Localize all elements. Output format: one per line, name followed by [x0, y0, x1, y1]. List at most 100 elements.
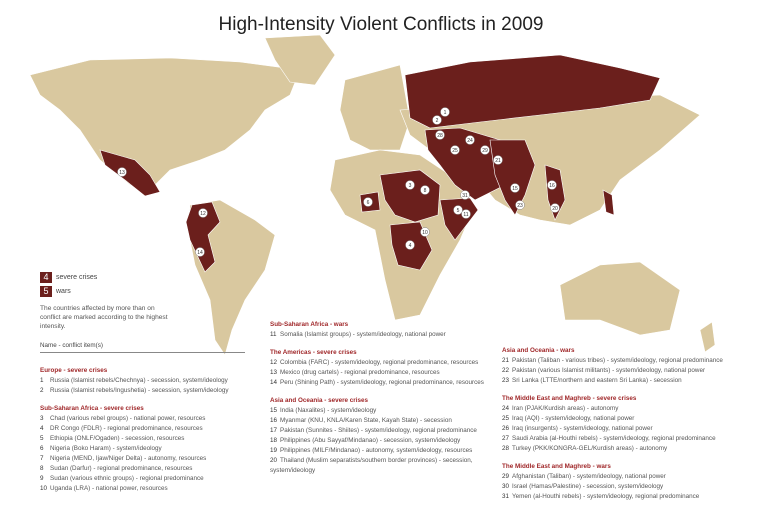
australia [559, 261, 681, 336]
list-item: 2 Russia (Islamist rebels/Ingushetia) - s… [40, 386, 228, 396]
section-heading: Asia and Oceania - severe crises [270, 397, 369, 404]
item-text: Thailand (Muslim separatists/southern bo… [270, 457, 473, 474]
map-marker-label: 6 [367, 200, 370, 206]
map-marker [405, 180, 415, 190]
list-item: 3 Chad (various rebel groups) - national … [40, 414, 228, 424]
list-item: 21 Pakistan (Taliban - various tribes) - … [502, 356, 752, 366]
item-text: Nigeria (MEND, Ijaw/Niger Delta) - auton… [50, 455, 207, 462]
map-marker-label: 3 [409, 183, 412, 189]
item-text: Sudan (Darfur) - regional predominance, … [50, 465, 193, 472]
list-item: 29 Afghanistan (Taliban) - system/ideolog… [502, 472, 752, 482]
item-text: Uganda (LRA) - national power, resources [50, 485, 168, 492]
map-marker-label: 8 [424, 188, 427, 194]
column: Europe - severe crises 1 Russia (Islamist … [40, 358, 228, 494]
item-number: 11 [270, 331, 277, 338]
list-item: 20 Thailand (Muslim separatists/southern … [270, 456, 495, 476]
item-number: 7 [40, 455, 44, 462]
list-item: 24 Iran (PJAK/Kurdish areas) - autonomy [502, 404, 752, 414]
greenland [264, 34, 336, 86]
item-number: 15 [270, 407, 278, 414]
legend-swatch: 4 [40, 272, 52, 283]
south-america [187, 199, 276, 356]
legend-entry: 5 wars [40, 286, 71, 297]
item-text: Myanmar (KNU, KNLA/Karen State, Kayah St… [280, 417, 452, 424]
item-number: 13 [270, 369, 278, 376]
list-item: 7 Nigeria (MEND, Ijaw/Niger Delta) - auto… [40, 454, 228, 464]
item-number: 6 [40, 445, 44, 452]
item-text: Iraq (insurgents) - system/ideology, nat… [512, 425, 653, 432]
map-marker-label: 5 [457, 208, 460, 214]
item-number: 22 [502, 367, 510, 374]
list-item: 23 Sri Lanka (LTTE/northern and eastern S… [502, 376, 752, 386]
item-number: 30 [502, 483, 510, 490]
map-marker-label: 15 [512, 186, 518, 192]
map-marker-label: 2 [436, 118, 439, 124]
item-number: 5 [40, 435, 44, 442]
item-number: 1 [40, 377, 44, 384]
map-marker-label: 29 [482, 148, 488, 154]
list-item: 19 Philippines (MILF/Mindanao) - autonomy… [270, 446, 495, 456]
map-marker [440, 107, 450, 117]
item-number: 8 [40, 465, 44, 472]
item-number: 4 [40, 425, 44, 432]
list-item: 18 Philippines (Abu Sayyaf/Mindanao) - se… [270, 436, 495, 446]
north-america [29, 57, 301, 191]
item-text: Afghanistan (Taliban) - system/ideology,… [512, 473, 666, 480]
map-marker [363, 197, 373, 207]
list-item: 9 Sudan (various ethnic groups) - regiona… [40, 474, 228, 484]
russia [404, 54, 661, 129]
item-number: 2 [40, 387, 44, 394]
item-text: Iraq (AQI) - system/ideology, national p… [512, 415, 635, 422]
list-item: 26 Iraq (insurgents) - system/ideology, n… [502, 424, 752, 434]
section-heading: Sub-Saharan Africa - wars [270, 321, 349, 328]
item-number: 3 [40, 415, 44, 422]
item-number: 10 [40, 485, 48, 492]
map-marker-label: 12 [200, 211, 206, 217]
map-marker [510, 183, 520, 193]
map-marker-label: 23 [517, 203, 523, 209]
new-zealand [699, 321, 716, 353]
map-marker-label: 14 [197, 250, 203, 256]
item-text: Somalia (Islamist groups) - system/ideol… [280, 331, 446, 338]
item-text: Sudan (various ethnic groups) - regional… [50, 475, 204, 482]
list-item: 6 Nigeria (Boko Haram) - system/ideology [40, 444, 228, 454]
list-item: 10 Uganda (LRA) - national power, resourc… [40, 484, 228, 494]
item-text: Yemen (al-Houthi rebels) - system/ideolo… [512, 493, 700, 500]
list-header: Name - conflict item(s) [40, 342, 245, 353]
map-marker-label: 4 [409, 243, 412, 249]
list-item: 12 Colombia (FARC) - system/ideology, reg… [270, 358, 495, 368]
item-text: Philippines (MILF/Mindanao) - autonomy, … [280, 447, 473, 454]
map-marker [198, 208, 208, 218]
list-item: 15 India (Naxalites) - system/ideology [270, 406, 495, 416]
map-marker [550, 203, 560, 213]
item-number: 9 [40, 475, 44, 482]
map-marker [420, 185, 430, 195]
legend-label: wars [56, 288, 71, 295]
item-number: 21 [502, 357, 510, 364]
item-number: 19 [270, 447, 278, 454]
map-marker-label: 21 [495, 158, 501, 164]
map-marker [195, 247, 205, 257]
legend-swatch: 5 [40, 286, 52, 297]
item-text: Turkey (PKK/KONGRA-GEL/Kurdish areas) - … [512, 445, 668, 452]
map-marker-label: 31 [462, 193, 468, 199]
map-marker-label: 20 [552, 206, 558, 212]
map-marker-label: 10 [422, 230, 428, 236]
list-item: 11 Somalia (Islamist groups) - system/ide… [270, 330, 495, 340]
item-text: Saudi Arabia (al-Houthi rebels) - system… [512, 435, 716, 442]
list-item: 22 Pakistan (various Islamist militants) … [502, 366, 752, 376]
section-heading: The Middle East and Maghreb - wars [502, 463, 611, 470]
item-text: Chad (various rebel groups) - national p… [50, 415, 206, 422]
section-heading: Sub-Saharan Africa - severe crises [40, 405, 144, 412]
item-text: Russia (Islamist rebels/Chechnya) - sece… [50, 377, 228, 384]
item-text: Russia (Islamist rebels/Ingushetia) - se… [50, 387, 229, 394]
mexico [99, 149, 161, 197]
map-marker [461, 209, 471, 219]
column: Sub-Saharan Africa - wars 11 Somalia (Isla… [270, 312, 495, 476]
item-text: Pakistan (Taliban - various tribes) - sy… [512, 357, 723, 364]
map-marker [432, 115, 442, 125]
list-item: 16 Myanmar (KNU, KNLA/Karen State, Kayah … [270, 416, 495, 426]
map-marker [420, 227, 430, 237]
item-text: DR Congo (FDLR) - regional predominance,… [50, 425, 203, 432]
